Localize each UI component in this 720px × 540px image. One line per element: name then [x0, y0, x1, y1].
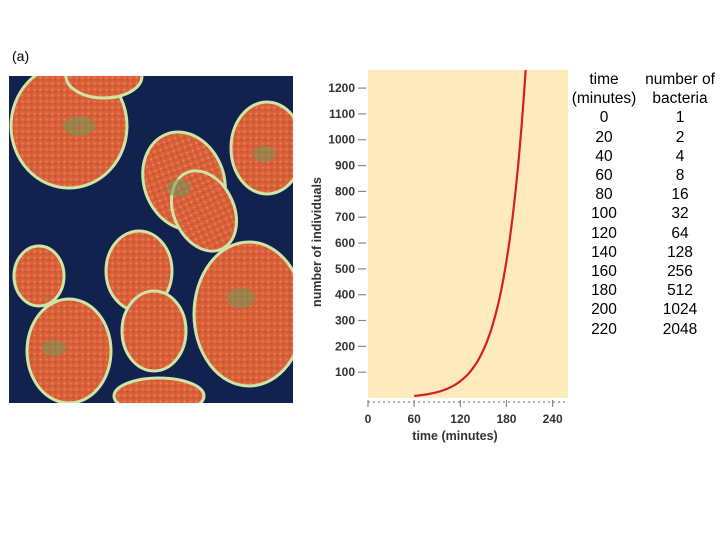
x-tick-label: 120: [450, 412, 470, 426]
table-cell-bacteria: 1: [675, 109, 685, 127]
table-row: 160 256: [566, 262, 718, 281]
table-cell-time: 100: [591, 205, 617, 223]
table-cell-time: 40: [595, 147, 613, 165]
table-header-bacteria: number of: [645, 71, 715, 88]
bacterium-cell: [12, 244, 66, 308]
y-tick-label: 900: [335, 159, 355, 173]
x-tick-label: 240: [543, 412, 563, 426]
table-cell-time: 160: [591, 263, 617, 281]
table-cell-bacteria: 1024: [662, 301, 698, 319]
plot-background: [368, 70, 568, 398]
table-row: 60 8: [566, 166, 718, 185]
table-cell-time: 60: [595, 167, 613, 185]
table-row: 220 2048: [566, 320, 718, 339]
bacterium-cell: [64, 76, 144, 100]
panel-label: (a): [12, 48, 30, 64]
y-tick-label: 1200: [328, 81, 355, 95]
x-tick-label: 60: [407, 412, 421, 426]
table-cell-bacteria: 2: [675, 128, 685, 146]
table-cell-bacteria: 4: [675, 147, 685, 165]
table-header-row: (minutes) bacteria: [566, 89, 718, 108]
table-row: 20 2: [566, 128, 718, 147]
y-tick-label: 200: [335, 339, 355, 353]
y-tick-label: 300: [335, 314, 355, 328]
table-row: 180 512: [566, 281, 718, 300]
y-tick-label: 600: [335, 236, 355, 250]
y-tick-label: 700: [335, 210, 355, 224]
table-cell-time: 20: [595, 128, 613, 146]
y-axis-label: number of individuals: [310, 177, 324, 307]
table-header-time-unit: (minutes): [571, 90, 637, 108]
table-row: 140 128: [566, 243, 718, 262]
table-row: 40 4: [566, 147, 718, 166]
table-cell-time: 180: [591, 282, 617, 300]
table-cell-time: 220: [591, 320, 617, 338]
table-header-time: time: [589, 71, 619, 88]
growth-curve: [414, 69, 527, 397]
x-axis-label: time (minutes): [412, 429, 497, 443]
table-cell-time: 200: [591, 301, 617, 319]
bacteria-micrograph: [9, 76, 293, 403]
table-cell-bacteria: 256: [667, 263, 693, 281]
bacterium-cell: [120, 289, 188, 373]
table-row: 120 64: [566, 224, 718, 243]
x-tick-label: 180: [496, 412, 516, 426]
table-cell-time: 140: [591, 243, 617, 261]
table-cell-bacteria: 128: [667, 243, 693, 261]
table-body: 0 1 20 2 40 4 60 8 80 16 100 32 120 64 140 128 160 256 180…: [566, 108, 718, 338]
data-table: time number of (minutes) bacteria 0 1 20 2 4…: [566, 70, 718, 339]
y-tick-label: 100: [335, 365, 355, 379]
table-cell-bacteria: 64: [671, 224, 689, 242]
table-row: 100 32: [566, 204, 718, 223]
table-cell-time: 80: [595, 186, 613, 204]
table-cell-time: 0: [599, 109, 609, 127]
y-tick-label: 1100: [329, 107, 355, 121]
table-cell-bacteria: 32: [671, 205, 689, 223]
y-tick-label: 1000: [328, 133, 355, 147]
table-header-bacteria-unit: bacteria: [652, 90, 708, 108]
bacterium-cell: [112, 376, 206, 403]
y-axis-ticks: 100 200 300 400 500 600 700 800 900 1000 1100 1200: [328, 81, 366, 379]
table-row: 200 1024: [566, 300, 718, 319]
x-axis: 0 60 120 180 240: [365, 400, 568, 426]
table-cell-bacteria: 2048: [662, 320, 698, 338]
y-tick-label: 500: [335, 262, 355, 276]
table-cell-bacteria: 512: [667, 282, 693, 300]
bacterium-cell: [192, 240, 293, 388]
table-cell-bacteria: 16: [671, 186, 689, 204]
x-tick-label: 0: [365, 412, 372, 426]
growth-chart: 100200300400500600700800900100011001200 …: [310, 69, 568, 443]
table-cell-time: 120: [591, 224, 617, 242]
bacterium-cell: [25, 297, 113, 403]
table-cell-bacteria: 8: [675, 167, 685, 185]
table-header-row: time number of: [566, 70, 718, 89]
y-tick-label: 800: [335, 184, 355, 198]
table-row: 80 16: [566, 185, 718, 204]
y-tick-label: 400: [335, 288, 355, 302]
